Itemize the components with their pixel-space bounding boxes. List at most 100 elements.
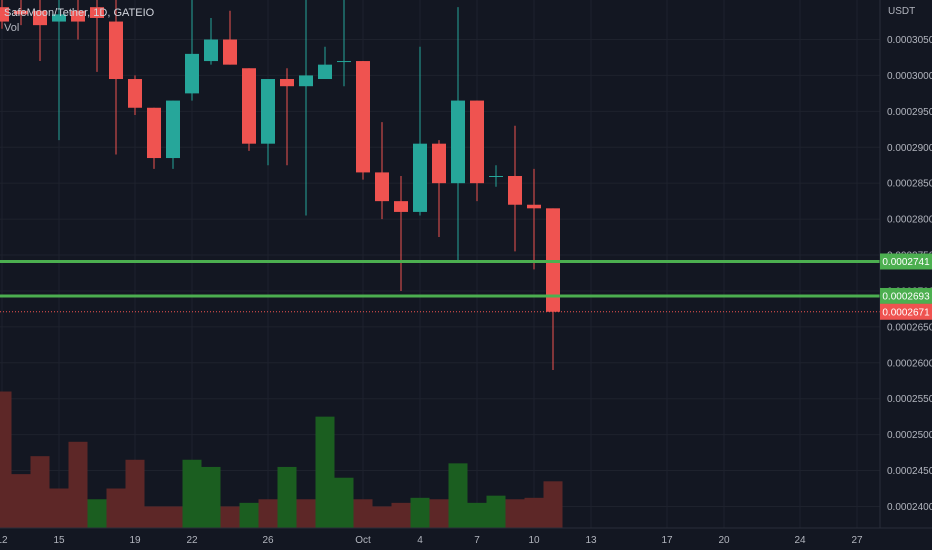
y-tick-label: 0.0002400 bbox=[887, 502, 932, 513]
y-tick-label: 0.0003050 bbox=[887, 35, 932, 46]
candle-body bbox=[356, 61, 370, 173]
x-tick-label: 4 bbox=[417, 535, 423, 546]
candle-body bbox=[489, 176, 503, 177]
candle-body bbox=[337, 61, 351, 63]
y-tick-label: 0.0002600 bbox=[887, 358, 932, 369]
volume-bar bbox=[201, 466, 221, 528]
x-tick-label: 13 bbox=[585, 535, 597, 546]
candle-body bbox=[166, 100, 180, 159]
volume-bar bbox=[106, 488, 126, 528]
candles bbox=[0, 0, 560, 370]
volume-bar bbox=[372, 506, 392, 528]
y-tick-label: 0.0002500 bbox=[887, 430, 932, 441]
support-price-badge-background bbox=[880, 287, 932, 304]
x-tick-label: Oct bbox=[355, 535, 371, 546]
x-tick-label: 7 bbox=[474, 535, 480, 546]
volume-bar bbox=[486, 495, 506, 528]
volume-bar bbox=[11, 474, 31, 528]
volume-bar bbox=[220, 506, 240, 528]
last-price-badge: 0.0002671 bbox=[882, 307, 930, 318]
volume-bar bbox=[334, 477, 354, 528]
candle-body bbox=[470, 100, 484, 184]
candle-body bbox=[413, 143, 427, 212]
volume-bar bbox=[49, 488, 69, 528]
y-tick-label: 0.0002900 bbox=[887, 143, 932, 154]
volume-bar bbox=[258, 499, 278, 528]
candle-body bbox=[147, 107, 161, 159]
y-tick-label: 0.0002850 bbox=[887, 179, 932, 190]
volume-bar bbox=[296, 499, 316, 528]
volume-bar bbox=[125, 459, 145, 528]
candle-body bbox=[204, 39, 218, 62]
volume-bar bbox=[0, 391, 12, 528]
candle-body bbox=[14, 10, 28, 15]
candle-body bbox=[280, 79, 294, 87]
y-tick-label: 0.0002550 bbox=[887, 394, 932, 405]
chart-legend: SafeMoon/Tether, 1D, GATEIO Vol bbox=[4, 6, 154, 36]
x-tick-label: 22 bbox=[186, 535, 198, 546]
volume-bar bbox=[467, 502, 487, 528]
x-tick-label: 17 bbox=[661, 535, 673, 546]
candle-body bbox=[432, 143, 446, 184]
x-tick-label: 12 bbox=[0, 535, 8, 546]
y-tick-label: 0.0002800 bbox=[887, 215, 932, 226]
volume-bar bbox=[353, 499, 373, 528]
volume-bar bbox=[429, 499, 449, 528]
x-tick-label: 10 bbox=[528, 535, 540, 546]
support-price-badge: 0.0002741 bbox=[882, 257, 930, 268]
candle-body bbox=[242, 68, 256, 144]
volume-bar bbox=[68, 441, 88, 528]
volume-bar bbox=[277, 466, 297, 528]
candle-body bbox=[261, 79, 275, 144]
y-tick-label: 0.0003000 bbox=[887, 71, 932, 82]
x-tick-label: 19 bbox=[129, 535, 141, 546]
x-tick-label: 15 bbox=[53, 535, 65, 546]
volume-bars bbox=[0, 391, 563, 528]
support-price-badge: 0.0002693 bbox=[882, 291, 930, 302]
candle-body bbox=[223, 39, 237, 65]
candle-body bbox=[128, 79, 142, 108]
volume-bar bbox=[524, 497, 544, 528]
volume-bar bbox=[410, 497, 430, 528]
support-price-badge-background bbox=[880, 253, 932, 270]
candle-body bbox=[394, 201, 408, 212]
price-badges: 0.0002741 0.0002693 0.0002671 bbox=[880, 253, 932, 320]
volume-bar bbox=[315, 416, 335, 528]
volume-bar bbox=[87, 499, 107, 528]
candle-body bbox=[90, 7, 104, 18]
candle-body bbox=[0, 7, 9, 22]
volume-bar bbox=[543, 481, 563, 528]
candle-body bbox=[375, 172, 389, 202]
volume-bar bbox=[505, 499, 525, 528]
candle-body bbox=[299, 75, 313, 87]
candle-body bbox=[109, 21, 123, 80]
candle-body bbox=[508, 176, 522, 205]
x-tick-labels: 12 15 19 22 26 Oct 4 7 10 13 17 20 24 27 bbox=[0, 535, 863, 546]
candle-body bbox=[71, 10, 85, 22]
volume-bar bbox=[391, 502, 411, 528]
x-tick-label: 27 bbox=[851, 535, 863, 546]
x-tick-label: 26 bbox=[262, 535, 274, 546]
volume-bar bbox=[30, 456, 50, 528]
y-tick-label: 0.0002450 bbox=[887, 466, 932, 477]
symbol-title[interactable]: SafeMoon/Tether, 1D, GATEIO bbox=[4, 7, 155, 19]
candle-body bbox=[185, 53, 199, 94]
volume-bar bbox=[182, 459, 202, 528]
candle-body bbox=[318, 64, 332, 80]
volume-bar bbox=[144, 506, 164, 528]
volume-label[interactable]: Vol bbox=[4, 22, 20, 34]
candle-body bbox=[52, 14, 66, 22]
candle-body bbox=[527, 204, 541, 209]
last-price-badge-background bbox=[880, 303, 932, 320]
time-scale-background[interactable] bbox=[0, 528, 932, 550]
y-tick-label: 0.0002650 bbox=[887, 322, 932, 333]
horizontal-lines[interactable] bbox=[0, 259, 880, 313]
candle-body bbox=[451, 100, 465, 184]
y-tick-label: 0.0002950 bbox=[887, 107, 932, 118]
x-tick-label: 20 bbox=[718, 535, 730, 546]
volume-bar bbox=[239, 502, 259, 528]
x-tick-label: 24 bbox=[794, 535, 806, 546]
volume-bar bbox=[448, 463, 468, 528]
price-scale-unit: USDT bbox=[888, 6, 915, 17]
